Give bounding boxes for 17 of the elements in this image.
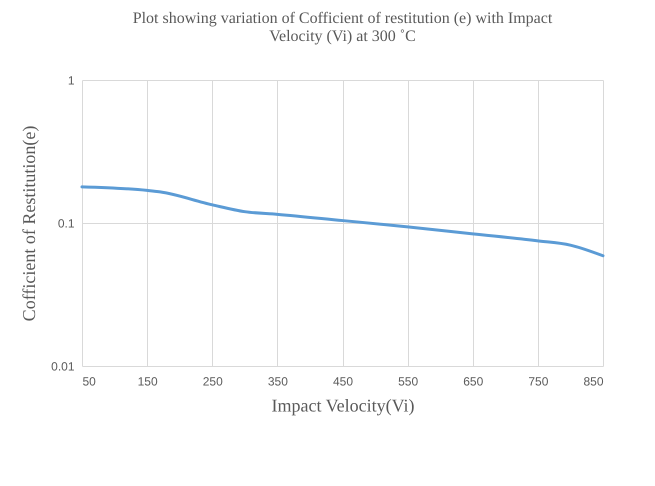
y-axis-title: Cofficient of Restitution(e) bbox=[19, 126, 40, 322]
x-axis-title: Impact Velocity(Vi) bbox=[271, 396, 415, 416]
x-tick-label: 50 bbox=[82, 374, 96, 388]
y-tick-label: 0.1 bbox=[58, 216, 75, 230]
text: Velocity (Vi) at 300 ˚C bbox=[269, 28, 416, 45]
x-tick-label: 750 bbox=[528, 374, 549, 388]
y-tick-label: 0.01 bbox=[51, 360, 75, 374]
x-tick-label: 150 bbox=[138, 374, 158, 388]
x-tick-label: 550 bbox=[398, 374, 418, 388]
x-tick-label: 350 bbox=[268, 374, 288, 388]
x-tick-label: 450 bbox=[332, 374, 354, 388]
x-tick-label: 250 bbox=[202, 374, 224, 388]
x-tick-label: 650 bbox=[463, 374, 484, 388]
x-tick-label: 850 bbox=[583, 374, 604, 388]
line-series bbox=[80, 185, 604, 258]
y-tick-label: 1 bbox=[68, 74, 75, 88]
text: Plot showing variation of Cofficient of restitution (e) with Impact bbox=[132, 10, 552, 27]
